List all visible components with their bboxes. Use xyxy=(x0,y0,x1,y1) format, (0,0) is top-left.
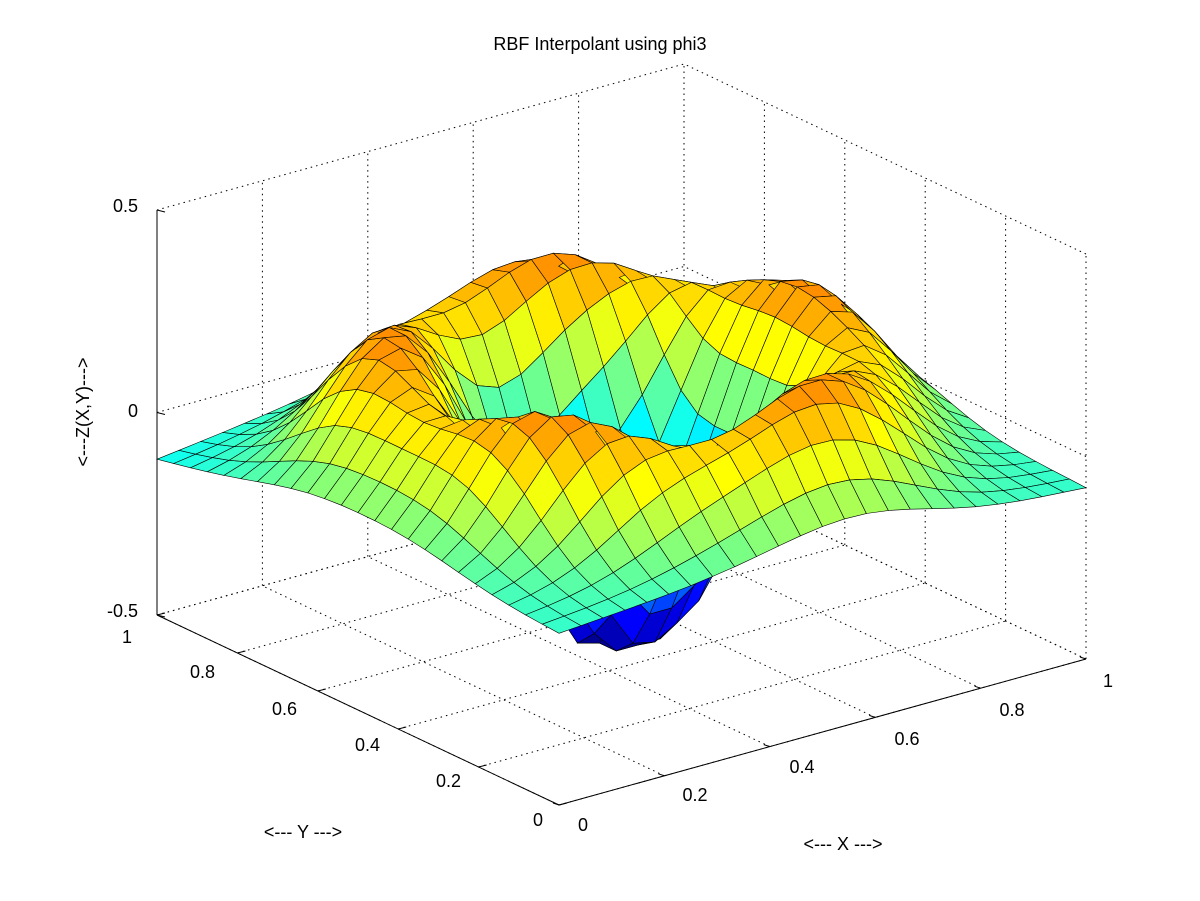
x-tick-label: 0.4 xyxy=(789,757,814,777)
y-tick-label: 0 xyxy=(533,810,543,830)
x-axis-label: <--- X ---> xyxy=(804,834,883,854)
y-tick-labels: 1 0.8 0.6 0.4 0.2 0 xyxy=(122,627,543,830)
x-tick-mark xyxy=(1079,656,1087,660)
y-tick-label: 0.2 xyxy=(436,771,461,791)
x-tick-label: 0.8 xyxy=(999,700,1024,720)
x-tick-mark xyxy=(552,802,560,806)
y-tick-mark xyxy=(237,650,246,654)
z-tick-label: 0 xyxy=(128,401,138,421)
y-tick-label: 0.4 xyxy=(355,735,380,755)
surface-patch xyxy=(1046,478,1087,493)
surface-mesh xyxy=(156,252,1087,652)
x-tick-mark xyxy=(974,685,981,689)
y-tick-label: 0.8 xyxy=(190,662,215,682)
z-tick-mark xyxy=(156,209,166,213)
z-tick-mark xyxy=(156,412,166,415)
y-tick-mark xyxy=(478,764,487,768)
x-axis-line xyxy=(558,658,1087,806)
y-axis-line xyxy=(156,614,560,806)
x-tick-mark xyxy=(763,744,770,748)
y-tick-mark xyxy=(156,612,166,616)
y-tick-mark xyxy=(317,688,326,692)
y-axis-label: <--- Y ---> xyxy=(264,822,342,842)
y-tick-label: 0.6 xyxy=(272,699,297,719)
x-tick-mark xyxy=(658,773,665,777)
x-tick-mark xyxy=(869,714,876,718)
z-axis-label: <---Z(X,Y)---> xyxy=(73,358,93,467)
x-tick-label: 0 xyxy=(578,815,588,835)
floor-grid-line xyxy=(478,620,1006,768)
z-tick-label: -0.5 xyxy=(107,601,138,621)
back-wall-grid-line xyxy=(156,63,685,211)
chart-title: RBF Interpolant using phi3 xyxy=(493,34,706,54)
x-tick-labels: 0 0.2 0.4 0.6 0.8 1 xyxy=(578,671,1113,835)
x-tick-label: 0.2 xyxy=(682,785,707,805)
y-tick-mark xyxy=(558,802,568,806)
z-tick-label: 0.5 xyxy=(113,196,138,216)
z-tick-labels: 0.5 0 -0.5 xyxy=(107,196,138,621)
y-tick-mark xyxy=(398,726,407,730)
y-tick-label: 1 xyxy=(122,627,132,647)
x-tick-label: 0.6 xyxy=(894,729,919,749)
z-tick-mark xyxy=(156,614,166,618)
x-tick-label: 1 xyxy=(1103,671,1113,691)
axis-lines xyxy=(156,209,1087,806)
side-wall-grid-line xyxy=(683,63,1087,255)
